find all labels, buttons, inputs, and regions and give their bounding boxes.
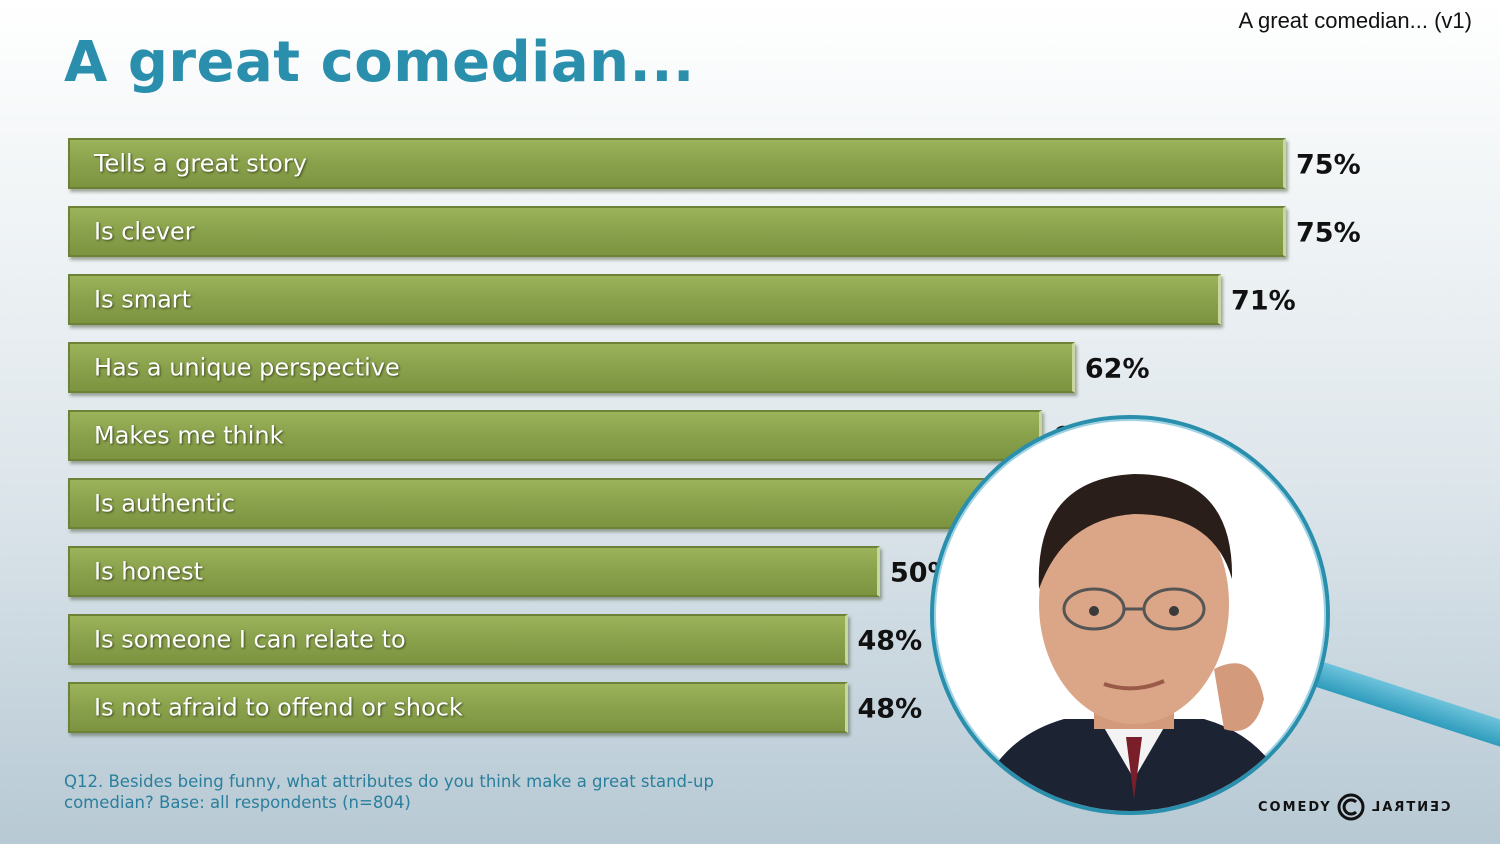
bar: Is smart <box>68 274 1222 325</box>
bar-value-label: 62% <box>1084 353 1150 385</box>
logo-text-right: CENTRAL <box>1369 799 1451 815</box>
slide-title: A great comedian... <box>64 30 695 95</box>
bar-value-label: 75% <box>1296 217 1361 249</box>
bar: Has a unique perspective <box>68 342 1075 393</box>
comedian-photo-icon <box>974 474 1294 811</box>
comedy-central-c-icon <box>1337 793 1365 821</box>
bar: Is someone I can relate to <box>68 614 848 665</box>
bar: Is not afraid to offend or shock <box>68 682 848 733</box>
bar-value-label: 71% <box>1231 285 1296 317</box>
magnifier-photo <box>930 415 1330 815</box>
slide-version-tag: A great comedian... (v1) <box>1238 8 1472 33</box>
bar-label: Is honest <box>94 557 203 585</box>
survey-question-note: Q12. Besides being funny, what attribute… <box>64 772 714 812</box>
bar-label: Is smart <box>94 285 192 313</box>
bar-label: Has a unique perspective <box>94 353 400 381</box>
bar-label: Tells a great story <box>94 149 307 177</box>
bar-label: Is clever <box>94 217 195 245</box>
bar-label: Is not afraid to offend or shock <box>94 693 463 721</box>
bar-value-label: 75% <box>1296 149 1361 181</box>
bar: Tells a great story <box>68 138 1286 189</box>
bar: Makes me think <box>68 410 1043 461</box>
bar-label: Makes me think <box>94 421 284 449</box>
bar-value-label: 48% <box>857 625 923 657</box>
bar-label: Is someone I can relate to <box>94 625 406 653</box>
bar: Is authentic <box>68 478 994 529</box>
bar: Is clever <box>68 206 1286 257</box>
logo-text-left: COMEDY <box>1258 799 1332 815</box>
bar-value-label: 48% <box>857 693 923 725</box>
comedy-central-logo: COMEDY CENTRAL <box>1258 792 1450 822</box>
bar: Is honest <box>68 546 880 597</box>
bar-label: Is authentic <box>94 489 235 517</box>
